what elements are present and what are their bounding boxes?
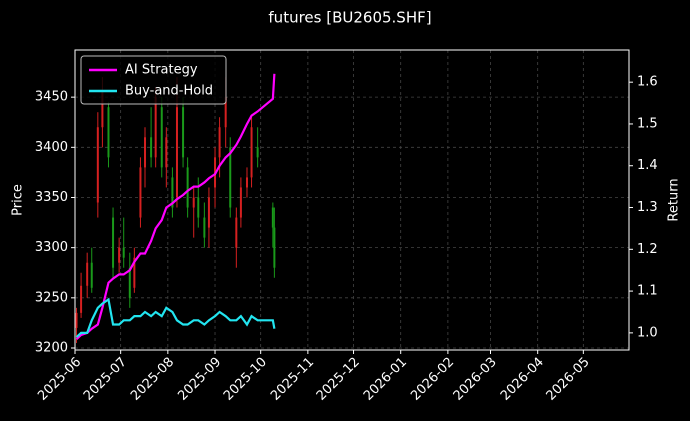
candle-body	[75, 312, 78, 328]
candle-body	[239, 187, 242, 218]
candle-body	[101, 92, 104, 128]
candle-body	[133, 257, 136, 288]
candle-body	[160, 107, 163, 168]
legend-label: Buy-and-Hold	[125, 84, 213, 99]
y-tick-label: 3250	[35, 290, 68, 305]
candle-body	[245, 177, 248, 188]
candle-body	[175, 107, 178, 198]
y2-axis-label: Return	[667, 178, 682, 221]
legend-box	[80, 55, 227, 105]
y-tick-label: 3400	[35, 140, 68, 155]
candle-body	[118, 247, 121, 263]
candle-body	[107, 107, 110, 158]
candle-body	[250, 127, 253, 178]
candle-body	[224, 97, 227, 128]
y2-tick-label: 1.1	[637, 284, 658, 299]
candle-body	[128, 267, 131, 298]
y-tick-label: 3350	[35, 190, 68, 205]
y2-tick-label: 1.5	[637, 116, 658, 131]
y2-tick-label: 1.2	[637, 242, 658, 257]
candle-body	[112, 217, 115, 268]
candle-body	[86, 262, 89, 286]
candle-body	[192, 197, 195, 208]
y-tick-label: 3200	[35, 340, 68, 355]
return-line	[75, 297, 276, 338]
candle-body	[256, 147, 259, 158]
y-axis-label: Price	[11, 184, 26, 216]
candle-body	[171, 177, 174, 208]
y2-tick-label: 1.6	[637, 75, 658, 90]
candle-body	[235, 217, 238, 248]
candle-body	[273, 227, 276, 268]
y2-tick-label: 1.3	[637, 200, 658, 215]
y-tick-label: 3300	[35, 240, 68, 255]
candle-body	[197, 197, 200, 218]
y-tick-label: 3450	[35, 90, 68, 105]
plot-frame	[74, 49, 630, 351]
chart-title: futures [BU2605.SHF]	[268, 9, 431, 27]
candle-body	[203, 217, 206, 238]
y2-tick-label: 1.4	[637, 158, 658, 173]
candle-body	[182, 107, 185, 158]
candle-body	[207, 197, 210, 228]
legend-label: AI Strategy	[125, 63, 198, 78]
candle-body	[165, 137, 168, 168]
candle-body	[144, 137, 147, 168]
candle-body	[139, 167, 142, 218]
y2-tick-label: 1.0	[637, 325, 658, 340]
candle-body	[90, 262, 93, 288]
candle-body	[154, 97, 157, 158]
candle-body	[122, 247, 125, 258]
candle-body	[150, 137, 153, 158]
candle-body	[271, 207, 274, 228]
candle-body	[186, 167, 189, 208]
candle-body	[218, 127, 221, 158]
candle-body	[96, 127, 99, 203]
candle-body	[229, 147, 232, 208]
candle-body	[80, 285, 83, 313]
return-line	[75, 73, 276, 340]
